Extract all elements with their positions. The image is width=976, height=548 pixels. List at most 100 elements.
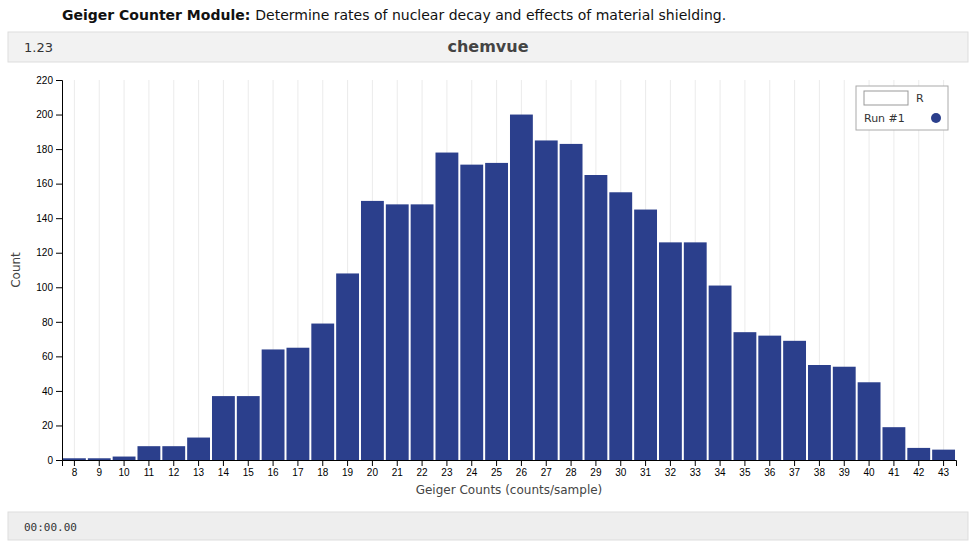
y-tick-label: 200: [36, 109, 53, 120]
x-tick: 28: [566, 460, 578, 478]
grid-line: [99, 80, 100, 460]
y-tick-label: 100: [36, 282, 53, 293]
x-tick-label: 14: [218, 467, 230, 478]
subtitle: Determine rates of nuclear decay and eff…: [255, 7, 726, 23]
x-tick: 30: [615, 460, 627, 478]
x-tick: 9: [96, 460, 102, 478]
y-tick: 160: [36, 178, 62, 189]
x-tick: 43: [938, 460, 950, 478]
x-tick-mark: [446, 460, 447, 466]
x-tick-mark: [297, 460, 298, 466]
x-tick: 17: [292, 460, 304, 478]
x-tick: 20: [367, 460, 379, 478]
x-tick-mark: [496, 460, 497, 466]
x-tick: 10: [119, 460, 131, 478]
x-axis-line: [63, 461, 957, 467]
x-tick-mark: [124, 460, 125, 466]
bar: [609, 192, 632, 460]
y-tick: 80: [42, 317, 62, 328]
y-axis: 020406080100120140160180200220: [36, 75, 62, 466]
y-tick-label: 0: [47, 455, 53, 466]
x-tick-mark: [943, 460, 944, 466]
y-axis-title: Count: [9, 252, 23, 288]
grid-line: [943, 80, 944, 460]
x-tick-label: 28: [566, 467, 578, 478]
bar: [584, 175, 607, 460]
x-tick-mark: [74, 460, 75, 466]
y-tick-mark: [56, 253, 62, 254]
x-tick-label: 38: [814, 467, 826, 478]
y-tick-label: 60: [42, 351, 54, 362]
title: Geiger Counter Module:: [62, 7, 250, 23]
x-tick-label: 32: [665, 467, 677, 478]
bar: [535, 140, 558, 460]
x-tick: 35: [739, 460, 751, 478]
x-tick: 36: [764, 460, 776, 478]
bar: [212, 396, 235, 460]
x-tick: 26: [516, 460, 528, 478]
y-tick-mark: [56, 184, 62, 185]
x-tick-label: 37: [789, 467, 801, 478]
y-tick-mark: [56, 322, 62, 323]
bar: [858, 382, 881, 460]
x-tick-label: 22: [417, 467, 429, 478]
x-tick-label: 36: [764, 467, 776, 478]
x-tick-label: 30: [615, 467, 627, 478]
bar: [634, 210, 657, 460]
bar: [137, 446, 160, 460]
x-tick-label: 43: [938, 467, 950, 478]
x-tick-label: 19: [342, 467, 354, 478]
x-tick-label: 34: [715, 467, 727, 478]
x-tick-label: 25: [491, 467, 503, 478]
x-tick-label: 33: [690, 467, 702, 478]
bar: [882, 427, 905, 460]
bar: [709, 286, 732, 460]
x-tick-mark: [148, 460, 149, 466]
annotation: R: [916, 92, 924, 105]
x-tick: 39: [839, 460, 851, 478]
header-bar: [8, 32, 968, 62]
x-tick-mark: [422, 460, 423, 466]
x-tick-label: 12: [168, 467, 180, 478]
x-tick-mark: [670, 460, 671, 466]
x-tick: 19: [342, 460, 354, 478]
bar: [336, 273, 359, 460]
bar: [907, 448, 930, 460]
y-tick-mark: [56, 149, 62, 150]
y-tick-label: 220: [36, 75, 53, 86]
bar: [88, 458, 111, 460]
x-tick: 24: [466, 460, 478, 478]
bar: [411, 204, 434, 460]
x-tick: 25: [491, 460, 503, 478]
x-tick-mark: [198, 460, 199, 466]
x-tick-mark: [546, 460, 547, 466]
x-tick-mark: [720, 460, 721, 466]
bar: [63, 458, 86, 460]
x-tick-mark: [223, 460, 224, 466]
y-tick-label: 20: [42, 420, 54, 431]
x-tick: 33: [690, 460, 702, 478]
grid: [74, 80, 943, 460]
legend-field: [864, 91, 908, 105]
x-tick-mark: [918, 460, 919, 466]
x-tick: 18: [317, 460, 329, 478]
bar: [361, 201, 384, 460]
y-tick-label: 180: [36, 144, 53, 155]
bar: [262, 349, 285, 460]
bar: [510, 115, 533, 460]
y-tick-mark: [56, 460, 62, 461]
y-tick-mark: [56, 287, 62, 288]
bar: [435, 153, 458, 460]
bar: [808, 365, 831, 460]
annotation: 1.23: [24, 40, 53, 55]
x-tick-label: 21: [392, 467, 404, 478]
bar: [783, 341, 806, 460]
x-tick-mark: [322, 460, 323, 466]
x-tick-mark: [695, 460, 696, 466]
legend-swatch: [931, 113, 941, 123]
x-tick-mark: [869, 460, 870, 466]
x-tick: 31: [640, 460, 652, 478]
x-tick: 32: [665, 460, 677, 478]
x-tick: 21: [392, 460, 404, 478]
x-tick-mark: [744, 460, 745, 466]
